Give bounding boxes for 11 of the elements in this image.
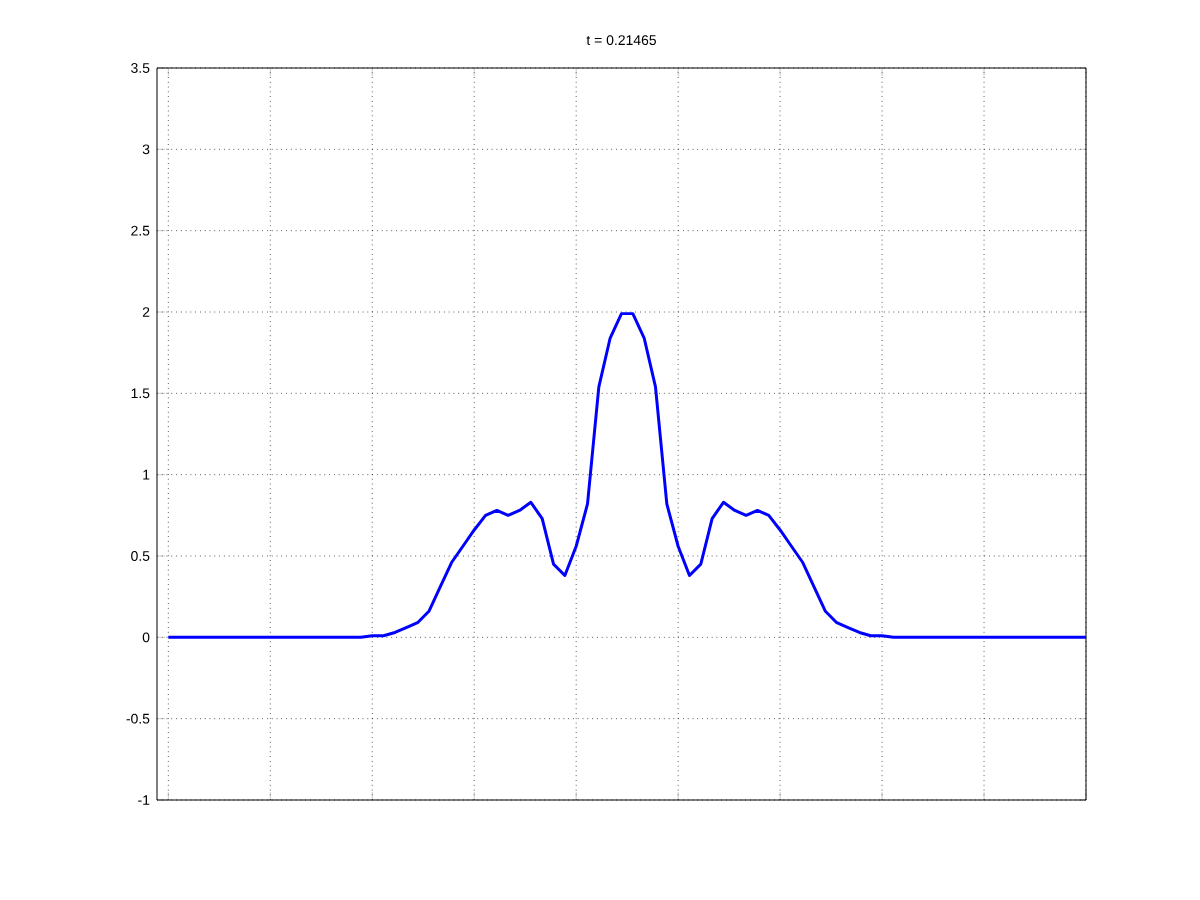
y-tick-label: 2 <box>142 307 150 317</box>
y-tick-label: 0 <box>142 632 150 643</box>
y-tick-label: 1 <box>143 469 150 480</box>
y-tick-label: 0.5 <box>131 551 150 561</box>
y-tick-label: 2.5 <box>131 225 150 236</box>
y-tick-label: 3 <box>142 144 150 155</box>
y-tick-label: -0.5 <box>126 713 150 724</box>
y-tick-label: -1 <box>138 795 150 805</box>
y-tick-label: 1.5 <box>131 388 150 399</box>
chart-title: t = 0.21465 <box>586 35 656 46</box>
y-tick-label: 3.5 <box>131 63 150 73</box>
